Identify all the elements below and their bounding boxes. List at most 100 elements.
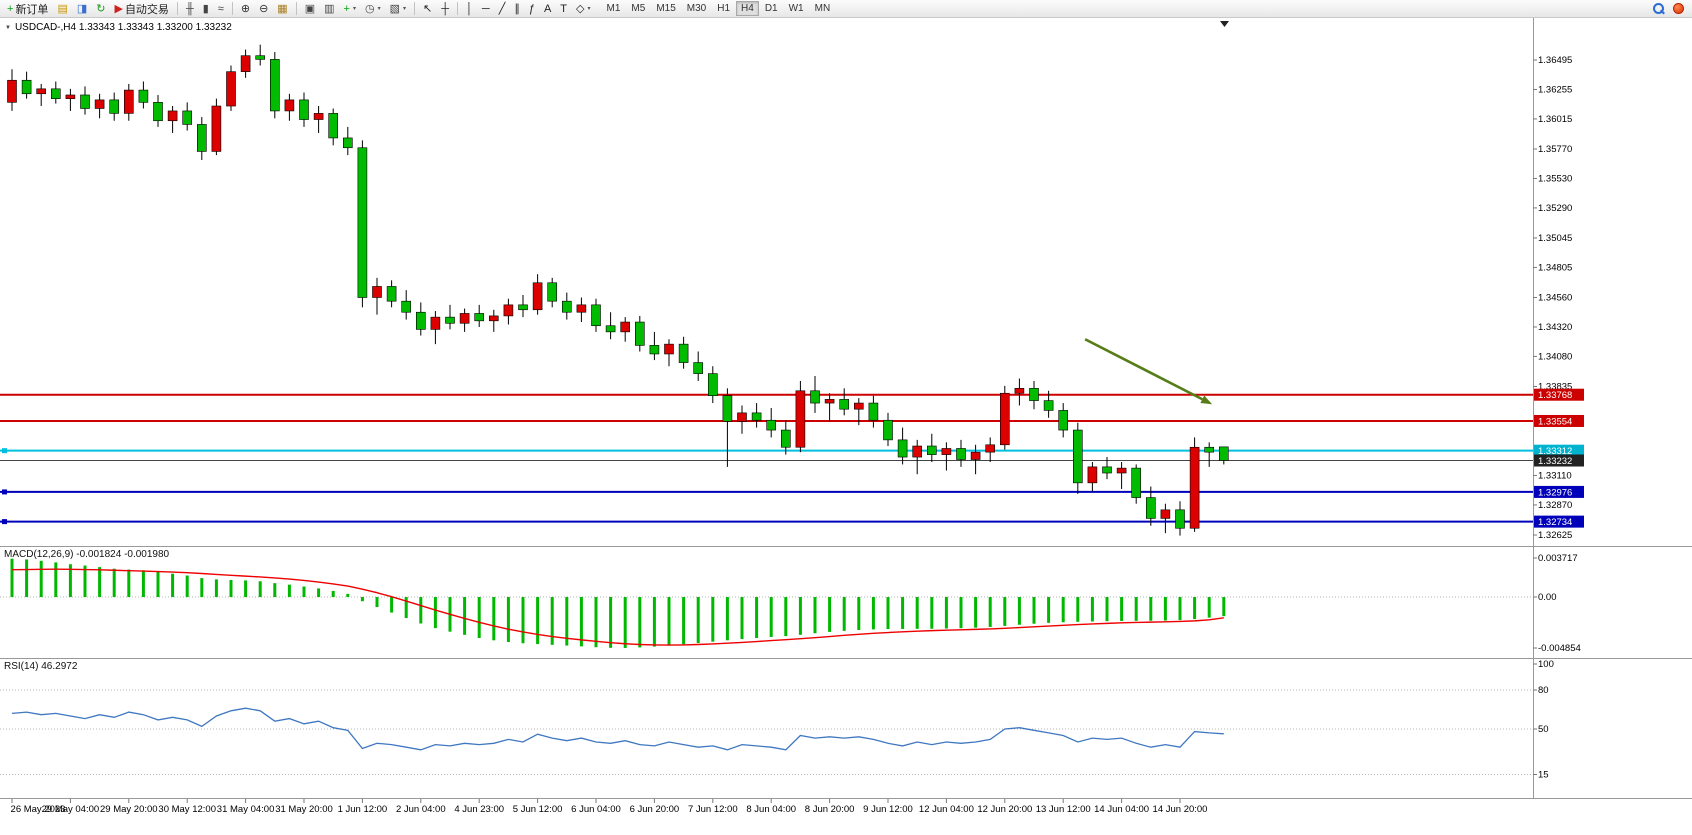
label-icon-glyph: T [560,2,568,15]
line-handle[interactable] [2,519,7,525]
candle-body [780,429,791,448]
market-watch-icon[interactable]: ◨ [73,1,91,17]
candle-body [401,300,412,313]
ohlc-bars-icon[interactable]: ╫ [182,1,198,17]
timeframe-m30[interactable]: M30 [686,3,707,14]
new-window-icon-glyph: ▣ [304,2,316,15]
candle-body [138,89,149,103]
trend-arrow-line[interactable] [1084,338,1203,401]
timeframe-w1[interactable]: W1 [788,3,804,14]
candle-body [1029,388,1039,401]
price-axis-label: 1.35290 [1538,203,1572,214]
timeframe-h1[interactable]: H1 [717,3,731,14]
crosshair-icon-glyph: ┼ [441,2,450,15]
add-indicator-icon-glyph: + [343,2,350,15]
candlestick-chart-icon[interactable]: ▮ [199,1,213,17]
new-chart-icon[interactable]: ▤ [53,1,71,17]
line-chart-icon[interactable]: ≈ [214,1,228,17]
candle-body [620,321,631,333]
notification-badge-icon[interactable] [1673,3,1684,14]
new-order-button[interactable]: + 新订单 [3,1,52,17]
timeframe-d1[interactable]: D1 [764,3,778,14]
dropdown-caret-icon: ▾ [587,6,591,12]
period-selector-icon[interactable]: ◷ ▾ [361,1,385,17]
line-chart-icon-glyph: ≈ [217,2,224,15]
toolbar-separator [231,2,233,15]
new-chart-icon-glyph: ▤ [57,2,68,15]
price-axis-label: 1.36015 [1538,114,1572,125]
refresh-icon[interactable]: ↻ [92,1,109,17]
line-handle[interactable] [2,448,7,454]
trend-arrow-head [1200,395,1213,405]
shift-marker-icon[interactable] [1220,21,1229,27]
toolbar-separator [295,2,297,15]
candle-body [795,390,806,448]
period-selector-icon-glyph: ◷ [364,2,375,15]
search-icon[interactable] [1653,2,1665,15]
auto-trading-glyph: ▶ [114,2,123,15]
price-axis-label: 1.34560 [1538,293,1572,304]
timeframe-m5[interactable]: M5 [631,3,646,14]
candle-body [970,451,981,460]
fibonacci-icon[interactable]: ƒ [525,1,539,17]
vertical-line-icon[interactable]: │ [462,1,477,17]
price-axis-label: 1.33110 [1538,470,1572,481]
fibonacci-icon-glyph: ƒ [528,2,535,15]
candle-body [634,321,645,346]
chart-menu-icon[interactable]: ▼ [5,24,11,31]
candle-body [941,448,952,455]
timeframe-mn[interactable]: MN [814,3,831,14]
time-axis-label: 29 May 20:00 [100,804,158,815]
price-tag-label: 1.32976 [1538,487,1572,498]
cursor-icon[interactable]: ↖ [419,1,436,17]
price-axis-label: 1.36495 [1538,55,1572,66]
channel-icon[interactable]: ∥ [510,1,524,17]
line-handle[interactable] [2,489,7,495]
candle-body [21,79,32,95]
timeframe-m15[interactable]: M15 [656,3,676,14]
trendline-icon-glyph: ╱ [498,2,506,15]
zoom-in-icon[interactable]: ⊕ [237,1,254,17]
candle-body [299,99,309,120]
candle-body [415,311,426,330]
cascade-windows-icon[interactable]: ▥ [320,1,338,17]
rsi-line [11,707,1224,751]
text-icon-glyph: A [543,2,552,15]
dropdown-caret-icon: ▾ [352,6,356,12]
macd-axis-label: 0.003717 [1538,553,1578,564]
candle-body [956,448,966,460]
timeframe-m1[interactable]: M1 [606,3,621,14]
price-tag [1534,388,1584,401]
candle-body [255,55,265,60]
candle-body [1014,388,1025,394]
template-icon[interactable]: ▧ ▾ [386,1,410,17]
macd-label: MACD(12,26,9) -0.001824 -0.001980 [4,549,170,560]
trendline-icon[interactable]: ╱ [495,1,510,17]
crosshair-icon[interactable]: ┼ [437,1,453,17]
macd-axis-label: -0.004854 [1538,643,1581,654]
new-window-icon[interactable]: ▣ [301,1,319,17]
tile-windows-icon[interactable]: ▦ [273,1,291,17]
price-tag [1534,444,1584,457]
add-indicator-icon[interactable]: + ▾ [340,1,360,17]
timeframe-h4[interactable]: H4 [736,1,759,16]
chart-canvas[interactable]: 1.36495 1.36255 1.36015 1.35770 1.35530 1.352… [0,18,1692,835]
candle-body [1102,466,1112,474]
candle-body [430,316,441,330]
candle-body [269,59,280,112]
horizontal-line-icon[interactable]: ─ [478,1,494,17]
auto-trading-button[interactable]: ▶ 自动交易 [110,1,172,17]
price-axis-label: 1.34080 [1538,351,1572,362]
time-axis-label: 26 May 2023 [11,804,66,815]
time-axis-label: 1 Jun 12:00 [338,804,388,815]
shapes-icon[interactable]: ◇ ▾ [572,1,594,17]
label-icon[interactable]: T [556,1,571,17]
candle-body [124,89,134,114]
candlestick-chart-icon-glyph: ▮ [202,2,209,15]
text-icon[interactable]: A [540,1,555,17]
zoom-out-icon[interactable]: ⊖ [255,1,272,17]
time-axis-label: 12 Jun 20:00 [977,804,1032,815]
time-axis-label: 6 Jun 20:00 [630,804,680,815]
time-axis-label: 7 Jun 12:00 [688,804,738,815]
